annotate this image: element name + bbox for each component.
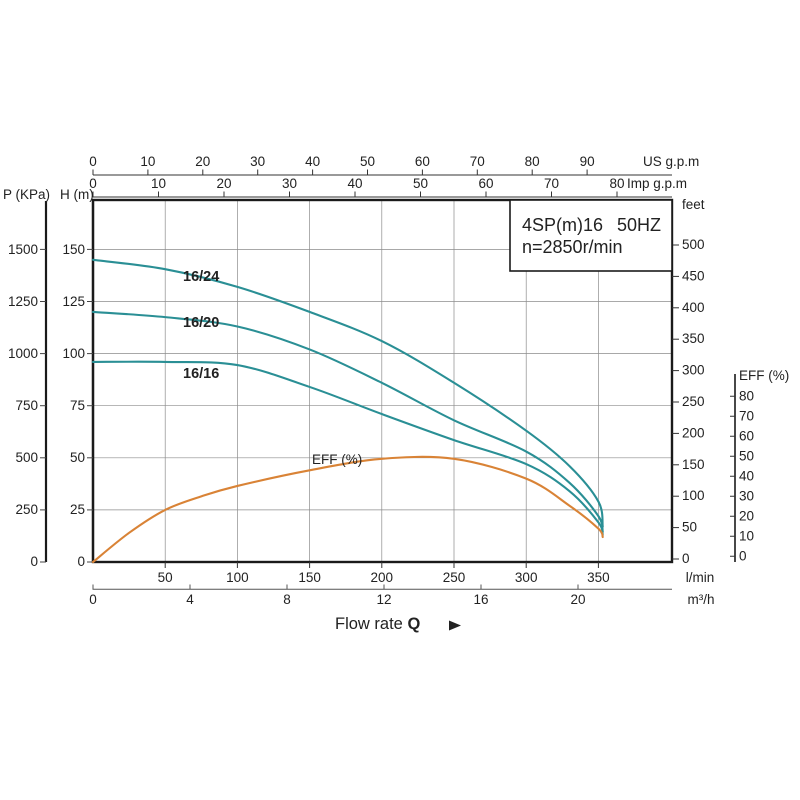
svg-text:P (KPa): P (KPa) [3, 187, 50, 202]
svg-text:50: 50 [360, 154, 375, 169]
svg-text:50: 50 [682, 520, 697, 535]
svg-text:50: 50 [158, 570, 173, 585]
svg-text:500: 500 [682, 237, 705, 252]
svg-text:80: 80 [525, 154, 540, 169]
svg-text:feet: feet [682, 197, 705, 212]
svg-text:m³/h: m³/h [688, 592, 715, 607]
svg-text:16: 16 [473, 592, 488, 607]
svg-text:250: 250 [15, 502, 38, 517]
svg-text:350: 350 [682, 331, 705, 346]
svg-text:Flow rate Q: Flow rate Q [335, 615, 420, 633]
svg-text:50: 50 [739, 449, 754, 464]
svg-text:20: 20 [570, 592, 585, 607]
svg-text:l/min: l/min [686, 570, 715, 585]
svg-text:40: 40 [347, 176, 362, 191]
svg-text:350: 350 [587, 570, 610, 585]
svg-text:0: 0 [89, 592, 97, 607]
svg-text:10: 10 [151, 176, 166, 191]
svg-text:450: 450 [682, 268, 705, 283]
svg-text:n=2850r/min: n=2850r/min [522, 237, 623, 257]
svg-text:500: 500 [15, 450, 38, 465]
svg-text:16/16: 16/16 [183, 366, 219, 382]
svg-text:40: 40 [305, 154, 320, 169]
svg-text:EFF (%): EFF (%) [739, 368, 789, 383]
svg-text:250: 250 [443, 570, 466, 585]
svg-text:300: 300 [682, 363, 705, 378]
svg-text:0: 0 [77, 554, 85, 569]
svg-text:75: 75 [70, 398, 85, 413]
svg-text:30: 30 [282, 176, 297, 191]
svg-text:20: 20 [739, 509, 754, 524]
svg-text:4: 4 [186, 592, 194, 607]
svg-text:25: 25 [70, 502, 85, 517]
svg-text:10: 10 [739, 529, 754, 544]
svg-text:70: 70 [470, 154, 485, 169]
svg-text:90: 90 [580, 154, 595, 169]
svg-text:250: 250 [682, 394, 705, 409]
svg-text:Imp g.p.m: Imp g.p.m [627, 176, 687, 191]
svg-text:EFF (%): EFF (%) [312, 452, 362, 467]
svg-text:1000: 1000 [8, 346, 38, 361]
svg-text:200: 200 [371, 570, 394, 585]
svg-text:1500: 1500 [8, 242, 38, 257]
svg-text:50: 50 [70, 450, 85, 465]
svg-text:30: 30 [739, 489, 754, 504]
svg-text:150: 150 [62, 242, 85, 257]
svg-text:H (m): H (m) [60, 187, 94, 202]
svg-text:70: 70 [739, 409, 754, 424]
svg-text:8: 8 [283, 592, 291, 607]
svg-text:60: 60 [415, 154, 430, 169]
svg-text:30: 30 [250, 154, 265, 169]
svg-text:200: 200 [682, 425, 705, 440]
svg-text:0: 0 [30, 554, 38, 569]
svg-text:60: 60 [739, 429, 754, 444]
svg-text:US g.p.m: US g.p.m [643, 154, 699, 169]
svg-text:50: 50 [413, 176, 428, 191]
svg-text:125: 125 [62, 294, 85, 309]
svg-text:0: 0 [89, 154, 97, 169]
svg-text:100: 100 [226, 570, 249, 585]
svg-text:60: 60 [478, 176, 493, 191]
svg-text:20: 20 [195, 154, 210, 169]
svg-text:150: 150 [682, 457, 705, 472]
svg-text:750: 750 [15, 398, 38, 413]
svg-text:16/24: 16/24 [183, 269, 219, 285]
svg-text:0: 0 [739, 549, 747, 564]
svg-text:10: 10 [140, 154, 155, 169]
svg-text:400: 400 [682, 300, 705, 315]
svg-text:100: 100 [682, 488, 705, 503]
svg-text:80: 80 [609, 176, 624, 191]
svg-text:150: 150 [298, 570, 321, 585]
svg-text:0: 0 [682, 551, 690, 566]
svg-text:80: 80 [739, 389, 754, 404]
svg-text:40: 40 [739, 469, 754, 484]
svg-text:70: 70 [544, 176, 559, 191]
svg-text:16/20: 16/20 [183, 315, 219, 331]
svg-text:300: 300 [515, 570, 538, 585]
svg-text:20: 20 [216, 176, 231, 191]
svg-text:100: 100 [62, 346, 85, 361]
svg-text:12: 12 [376, 592, 391, 607]
svg-text:1250: 1250 [8, 294, 38, 309]
